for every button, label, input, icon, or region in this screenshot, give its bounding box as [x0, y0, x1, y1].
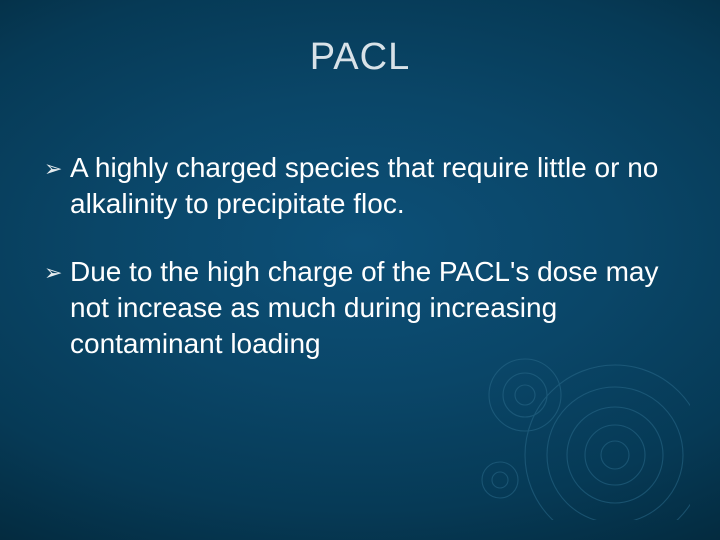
slide-body: ➢ A highly charged species that require …	[44, 150, 676, 394]
bullet-item: ➢ A highly charged species that require …	[44, 150, 676, 222]
bullet-item: ➢ Due to the high charge of the PACL's d…	[44, 254, 676, 362]
bullet-marker-icon: ➢	[44, 150, 70, 187]
bullet-marker-icon: ➢	[44, 254, 70, 291]
bullet-text: A highly charged species that require li…	[70, 150, 676, 222]
slide-title: PACL	[0, 36, 720, 79]
slide: PACL ➢ A highly charged species that req…	[0, 0, 720, 540]
bullet-text: Due to the high charge of the PACL's dos…	[70, 254, 676, 362]
